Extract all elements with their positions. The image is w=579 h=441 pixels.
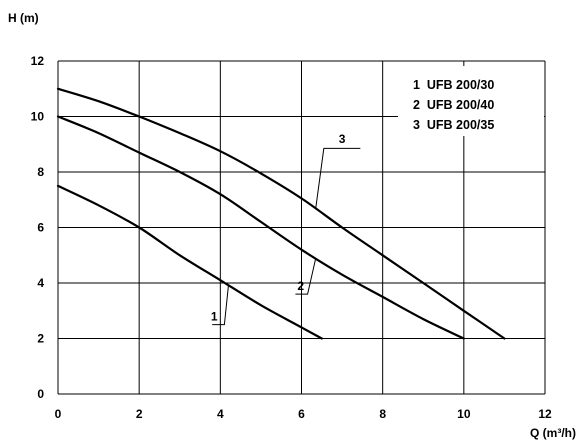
y-tick-label: 0 — [37, 387, 44, 401]
curve-series-3 — [56, 87, 506, 340]
y-tick-label: 12 — [31, 54, 45, 68]
x-tick-label: 6 — [298, 407, 305, 421]
x-tick-label: 12 — [538, 407, 552, 421]
x-tick-label: 8 — [379, 407, 386, 421]
x-tick-label: 2 — [136, 407, 143, 421]
y-tick-label: 4 — [37, 276, 44, 290]
x-axis-title: Q (m³/h) — [530, 426, 576, 440]
callout-label-2: 2 — [297, 279, 304, 293]
curve-series-1 — [56, 184, 323, 340]
x-tick-label: 4 — [217, 407, 224, 421]
curve-series-2 — [56, 115, 465, 340]
curves — [56, 87, 506, 340]
legend-entry-3: 3 UFB 200/35 — [413, 118, 494, 132]
y-tick-label: 8 — [37, 165, 44, 179]
callout-leader-1 — [212, 285, 229, 326]
y-axis-title: H (m) — [8, 11, 39, 25]
legend-box — [398, 66, 544, 136]
legend-entry-1: 1 UFB 200/30 — [413, 78, 494, 92]
curve-callouts: 1 2 3 — [211, 132, 361, 326]
x-tick-label: 10 — [457, 407, 471, 421]
y-tick-label: 2 — [37, 332, 44, 346]
callout-label-3: 3 — [339, 132, 346, 146]
callout-leader-3 — [315, 147, 361, 209]
x-tick-label: 0 — [55, 407, 62, 421]
y-tick-label: 10 — [31, 110, 45, 124]
y-tick-label: 6 — [37, 221, 44, 235]
callout-leader-2 — [295, 258, 317, 295]
callout-label-1: 1 — [211, 309, 218, 323]
legend-entry-2: 2 UFB 200/40 — [413, 98, 494, 112]
legend: 1 UFB 200/30 2 UFB 200/40 3 UFB 200/35 — [398, 66, 544, 136]
